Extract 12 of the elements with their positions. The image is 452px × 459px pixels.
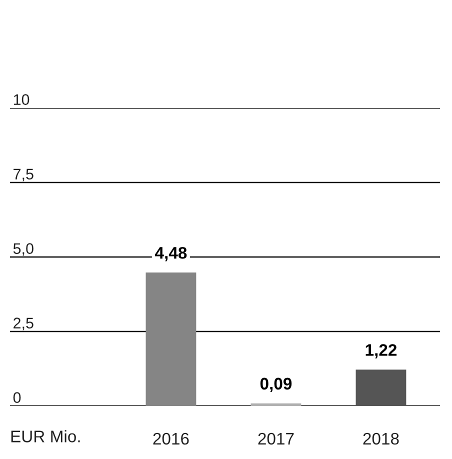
y-axis-title: EUR Mio. [11, 430, 80, 442]
data-label: 1,22 [366, 344, 397, 358]
data-label: 4,48 [155, 246, 187, 262]
y-tick-label: 2,5 [14, 318, 34, 330]
x-tick-label: 2016 [153, 432, 189, 445]
y-tick-label: 7,5 [14, 168, 34, 182]
x-tick-label: 2017 [258, 432, 294, 445]
data-label: 0,09 [260, 378, 292, 392]
y-tick-label: 10 [14, 94, 30, 105]
y-tick-label: 5,0 [13, 243, 34, 256]
y-tick-label: 0 [13, 392, 21, 403]
x-tick-label: 2018 [363, 432, 399, 445]
